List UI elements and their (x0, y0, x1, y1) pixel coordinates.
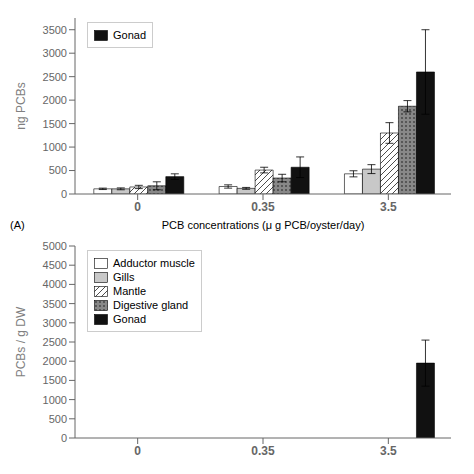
svg-text:1500: 1500 (43, 118, 67, 130)
svg-text:5000: 5000 (43, 240, 67, 252)
html-text:PCB concentrations (μ g PCB/oy: PCB concentrations (μ g PCB/oyster/day) (161, 219, 365, 231)
html-text:Gills: Gills (113, 271, 135, 283)
svg-text:500: 500 (49, 164, 67, 176)
svg-text:4500: 4500 (43, 259, 67, 271)
svg-text:2500: 2500 (43, 71, 67, 83)
svg-text:ng PCBs: ng PCBs (14, 82, 28, 129)
svg-text:500: 500 (49, 413, 67, 425)
svg-text:1500: 1500 (43, 374, 67, 386)
svg-text:3000: 3000 (43, 47, 67, 59)
svg-text:4000: 4000 (43, 278, 67, 290)
html-text:Gonad: Gonad (113, 29, 146, 41)
svg-text:3000: 3000 (43, 317, 67, 329)
html-text:Adductor muscle: Adductor muscle (113, 257, 195, 269)
svg-text:2000: 2000 (43, 94, 67, 106)
svg-text:3.5: 3.5 (380, 444, 397, 458)
svg-text:3.5: 3.5 (380, 200, 397, 214)
html-text:Digestive gland: Digestive gland (113, 299, 189, 311)
svg-text:0: 0 (134, 200, 141, 214)
svg-text:3500: 3500 (43, 298, 67, 310)
html-text:Mantle: Mantle (113, 285, 146, 297)
svg-text:PCBs / g DW: PCBs / g DW (14, 306, 28, 377)
html-text:Gonad: Gonad (113, 313, 146, 325)
svg-text:1000: 1000 (43, 394, 67, 406)
svg-text:0: 0 (61, 188, 67, 200)
svg-text:0.35: 0.35 (251, 200, 275, 214)
svg-text:2000: 2000 (43, 355, 67, 367)
svg-text:2500: 2500 (43, 336, 67, 348)
svg-text:0: 0 (134, 444, 141, 458)
svg-text:1000: 1000 (43, 141, 67, 153)
svg-text:3500: 3500 (43, 24, 67, 36)
svg-text:0.35: 0.35 (251, 444, 275, 458)
html-text:(A): (A) (10, 219, 25, 231)
svg-text:0: 0 (61, 432, 67, 444)
